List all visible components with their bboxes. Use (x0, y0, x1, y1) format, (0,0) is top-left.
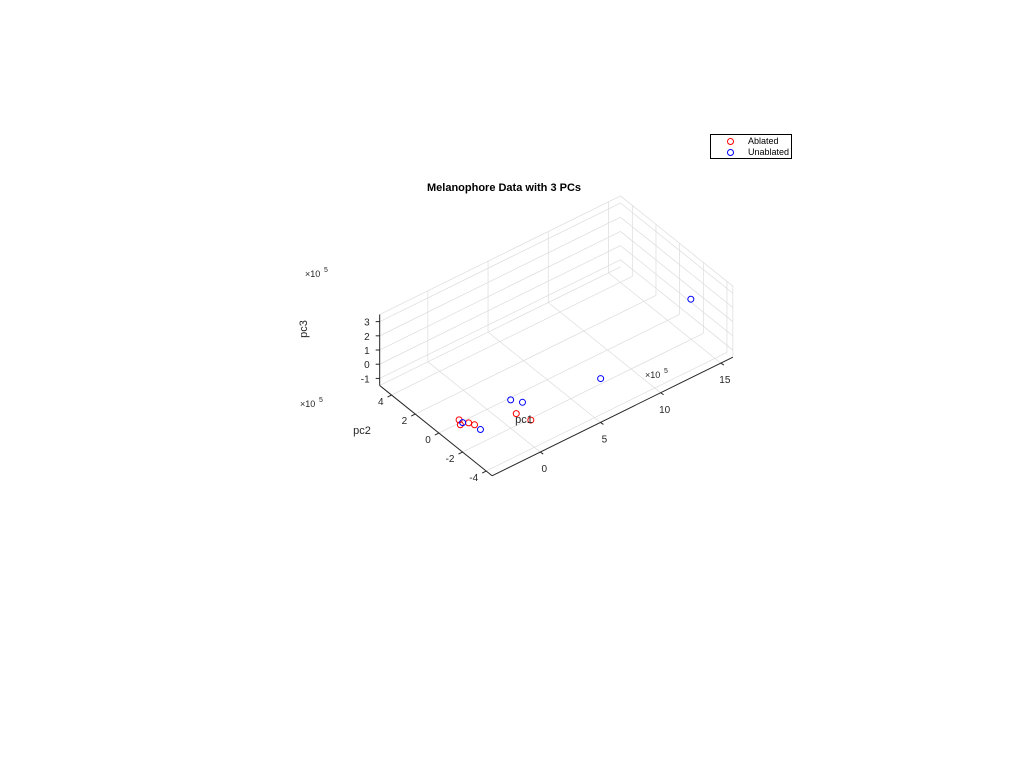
ablated-marker-icon (727, 138, 734, 145)
grid-lines (379, 195, 734, 472)
svg-text:5: 5 (324, 267, 328, 274)
grid-line (427, 361, 541, 453)
data-point-unablated (459, 419, 467, 427)
data-point-ablated (471, 421, 479, 429)
data-point-unablated (476, 426, 484, 434)
tick-labels: 0 5 10 15 -4 -2 0 2 4 -1 0 1 2 3 (361, 318, 731, 484)
legend-label-ablated: Ablated (748, 136, 779, 146)
grid-line (462, 333, 704, 453)
x-tick-label: 5 (602, 434, 608, 445)
svg-text:5: 5 (319, 397, 323, 404)
data-point-unablated (518, 398, 526, 406)
grid-line (620, 259, 734, 351)
data-point-ablated (527, 416, 535, 424)
grid-line (620, 202, 734, 294)
data-point-ablated (512, 410, 520, 418)
unablated-marker-icon (727, 149, 734, 156)
x-tick-mark (660, 392, 664, 396)
y-tick-mark (434, 432, 440, 436)
data-point-unablated (597, 375, 605, 383)
pane-edge (379, 266, 621, 386)
grid-line (379, 202, 621, 322)
grid-line (620, 231, 734, 322)
z-tick-label: -1 (361, 374, 370, 385)
y-tick-label: -4 (469, 473, 478, 484)
data-point-ablated (456, 421, 464, 429)
legend-item-ablated: Ablated (711, 136, 793, 147)
axes (375, 314, 734, 477)
grid-line (438, 314, 680, 434)
grid-line (379, 245, 621, 365)
grid-line (379, 216, 621, 337)
z-tick-label: 0 (364, 360, 370, 371)
x-axis-exponent: ×10 5 (645, 368, 668, 380)
y-tick-mark (458, 451, 463, 455)
data-point-unablated (687, 295, 695, 303)
y-tick-label: 4 (378, 397, 384, 408)
z-tick-label: 2 (364, 332, 370, 343)
x-tick-label: 15 (719, 375, 731, 386)
x-axis-label: pc1 (515, 414, 533, 426)
svg-text:5: 5 (664, 368, 668, 375)
grid-line (391, 276, 633, 396)
x-axis-line (491, 356, 734, 477)
x-tick-label: 10 (659, 405, 671, 416)
x-tick-mark (600, 421, 604, 425)
data-point-unablated (507, 396, 515, 404)
y-tick-mark (481, 470, 487, 474)
x-tick-label: 0 (541, 464, 547, 475)
y-axis-line (379, 385, 493, 477)
x-tick-mark (720, 362, 725, 366)
y-tick-label: 0 (425, 435, 431, 446)
svg-text:×10: ×10 (645, 370, 660, 380)
grid-line (415, 295, 657, 415)
grid-line (548, 302, 661, 394)
data-points (455, 295, 695, 434)
y-tick-label: -2 (446, 454, 455, 465)
pane-edge (379, 195, 621, 315)
grid-line (620, 216, 734, 308)
grid-line (608, 272, 722, 364)
chart-title: Melanophore Data with 3 PCs (427, 182, 581, 194)
z-tick-label: 1 (364, 346, 370, 357)
legend-item-unablated: Unablated (711, 147, 793, 158)
y-tick-label: 2 (402, 416, 408, 427)
y-tick-mark (410, 413, 416, 417)
pane-edge (620, 195, 734, 287)
y-axis-exponent: ×10 5 (300, 397, 323, 409)
data-point-ablated (465, 419, 473, 427)
svg-text:×10: ×10 (300, 399, 315, 409)
grid-line (379, 259, 621, 379)
legend: Ablated Unablated (710, 134, 792, 159)
grid-line (620, 245, 734, 337)
svg-text:×10: ×10 (305, 269, 320, 279)
grid-line (487, 331, 601, 423)
grid-line (486, 352, 728, 472)
y-tick-mark (387, 394, 392, 398)
grid-line (379, 231, 621, 351)
z-axis-exponent: ×10 5 (305, 267, 328, 279)
legend-label-unablated: Unablated (748, 147, 790, 157)
x-tick-mark (539, 451, 544, 455)
y-axis-label: pc2 (353, 425, 371, 437)
z-axis-label: pc3 (298, 320, 310, 338)
z-tick-label: 3 (364, 318, 370, 329)
